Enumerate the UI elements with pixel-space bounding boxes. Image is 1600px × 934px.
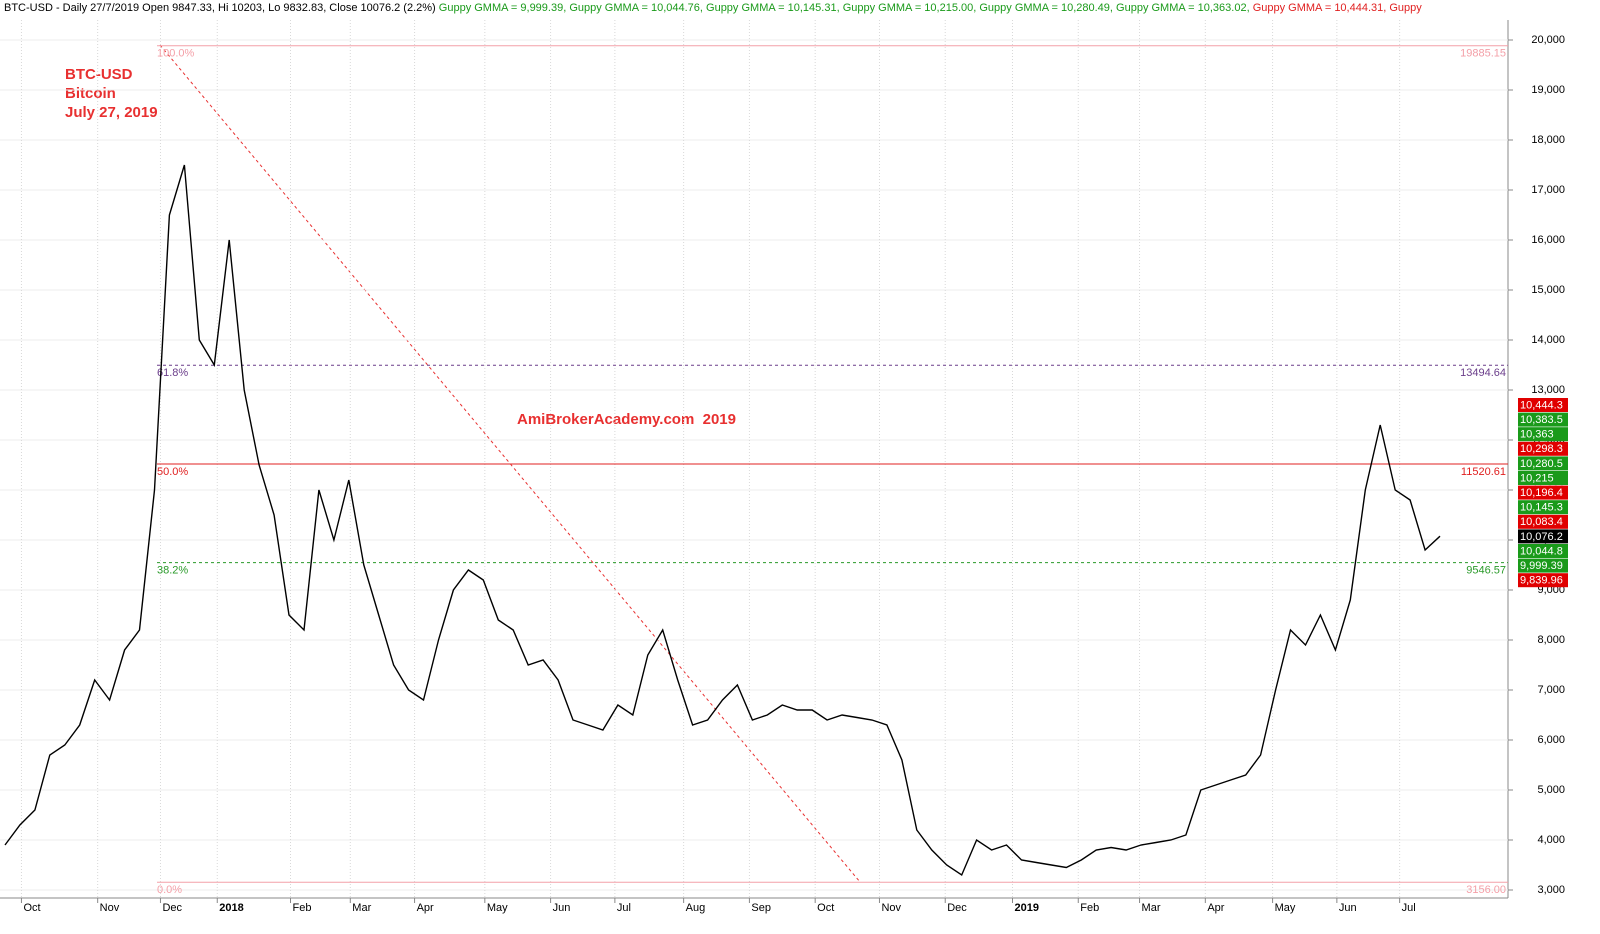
x-tick-label: Nov [881,902,901,914]
fib-pct: 38.2% [157,565,188,577]
annotation: July 27, 2019 [65,104,158,121]
price-tag [1518,427,1568,442]
y-tick-label: 17,000 [1531,184,1565,196]
y-tick-label: 8,000 [1537,634,1565,646]
header-part: Guppy GMMA = 10,280.49, [979,2,1113,14]
y-tick-label: 13,000 [1531,384,1565,396]
x-tick-label: Feb [1080,902,1099,914]
price-tag [1518,529,1568,544]
price-tag [1518,412,1568,427]
y-tick-label: 16,000 [1531,234,1565,246]
price-tag [1518,573,1568,588]
annotation: BTC-USD [65,66,133,83]
x-tick-label: Mar [1142,902,1161,914]
x-tick-label: Jun [1339,902,1357,914]
watermark: AmiBrokerAcademy.com 2019 [517,411,736,428]
y-tick-label: 5,000 [1537,784,1565,796]
fib-value: 3156.00 [1466,884,1506,896]
price-tag [1518,544,1568,558]
y-tick-label: 7,000 [1537,684,1565,696]
price-tag [1518,514,1568,529]
price-tag-label: 10,383.5 [1520,414,1563,426]
annotation: Bitcoin [65,85,116,102]
price-tag [1518,398,1568,412]
x-tick-label: 2018 [219,902,243,914]
x-tick-label: May [487,902,508,914]
x-tick-label: Jun [553,902,571,914]
y-tick-label: 20,000 [1531,34,1565,46]
x-tick-label: Jul [1402,902,1416,914]
price-tag [1518,441,1568,456]
price-tag-label: 10,076.2 [1520,531,1563,543]
x-tick-label: Mar [352,902,371,914]
x-tick-label: Oct [817,902,834,914]
fib-value: 19885.15 [1460,48,1506,60]
x-tick-label: Oct [23,902,40,914]
x-tick-label: May [1275,902,1296,914]
y-tick-label: 19,000 [1531,84,1565,96]
x-tick-label: Dec [162,902,182,914]
header-part: Guppy GMMA = 10,363.02, [1116,2,1250,14]
header-part: BTC-USD - Daily 27/7/2019 Open 9847.33, … [4,2,436,14]
y-tick-label: 6,000 [1537,734,1565,746]
fib-value: 9546.57 [1466,565,1506,577]
y-tick-label: 15,000 [1531,284,1565,296]
fib-pct: 0.0% [157,884,182,896]
x-tick-label: Nov [100,902,120,914]
price-tag [1518,500,1568,515]
x-tick-label: Sep [751,902,771,914]
x-tick-label: Aug [686,902,706,914]
header-part: Guppy GMMA = 10,145.31, [706,2,840,14]
price-tag-label: 10,215 [1520,472,1554,484]
price-tag [1518,485,1568,500]
fib-pct: 61.8% [157,367,188,379]
price-tag-label: 10,280.5 [1520,458,1563,470]
price-tag-label: 10,298.3 [1520,443,1563,455]
x-tick-label: Dec [947,902,967,914]
price-tag-label: 10,196.4 [1520,487,1563,499]
x-tick-label: Apr [1207,902,1224,914]
header-part: Guppy [1389,2,1422,14]
header-part: Guppy GMMA = 10,044.76, [569,2,703,14]
price-tag-label: 10,083.4 [1520,516,1563,528]
fib-value: 11520.61 [1461,466,1506,478]
fib-pct: 100.0% [157,48,195,60]
price-tag-label: 10,444.3 [1520,399,1563,411]
price-line [4,164,1441,877]
y-tick-label: 4,000 [1537,834,1565,846]
price-tag-label: 9,839.96 [1520,575,1563,587]
x-tick-label: Feb [293,902,312,914]
fib-pct: 50.0% [157,466,188,478]
price-tag [1518,471,1568,485]
x-tick-label: 2019 [1014,902,1038,914]
price-tag-label: 9,999.39 [1520,560,1563,572]
y-tick-label: 3,000 [1537,884,1565,896]
header-part: Guppy GMMA = 10,444.31, [1253,2,1387,14]
fib-value: 13494.64 [1460,367,1506,379]
y-tick-label: 14,000 [1531,334,1565,346]
price-tag [1518,558,1568,573]
y-tick-label: 18,000 [1531,134,1565,146]
x-tick-label: Jul [617,902,631,914]
header-part: Guppy GMMA = 9,999.39, [439,2,567,14]
fib-trend-line [159,44,861,883]
header-part: Guppy GMMA = 10,215.00, [843,2,977,14]
price-tag-label: 10,044.8 [1520,545,1563,557]
header: BTC-USD - Daily 27/7/2019 Open 9847.33, … [4,2,1425,14]
price-tag-label: 10,145.3 [1520,502,1563,514]
price-tag [1518,456,1568,471]
x-tick-label: Apr [417,902,434,914]
price-tag-label: 10,363 [1520,429,1554,441]
